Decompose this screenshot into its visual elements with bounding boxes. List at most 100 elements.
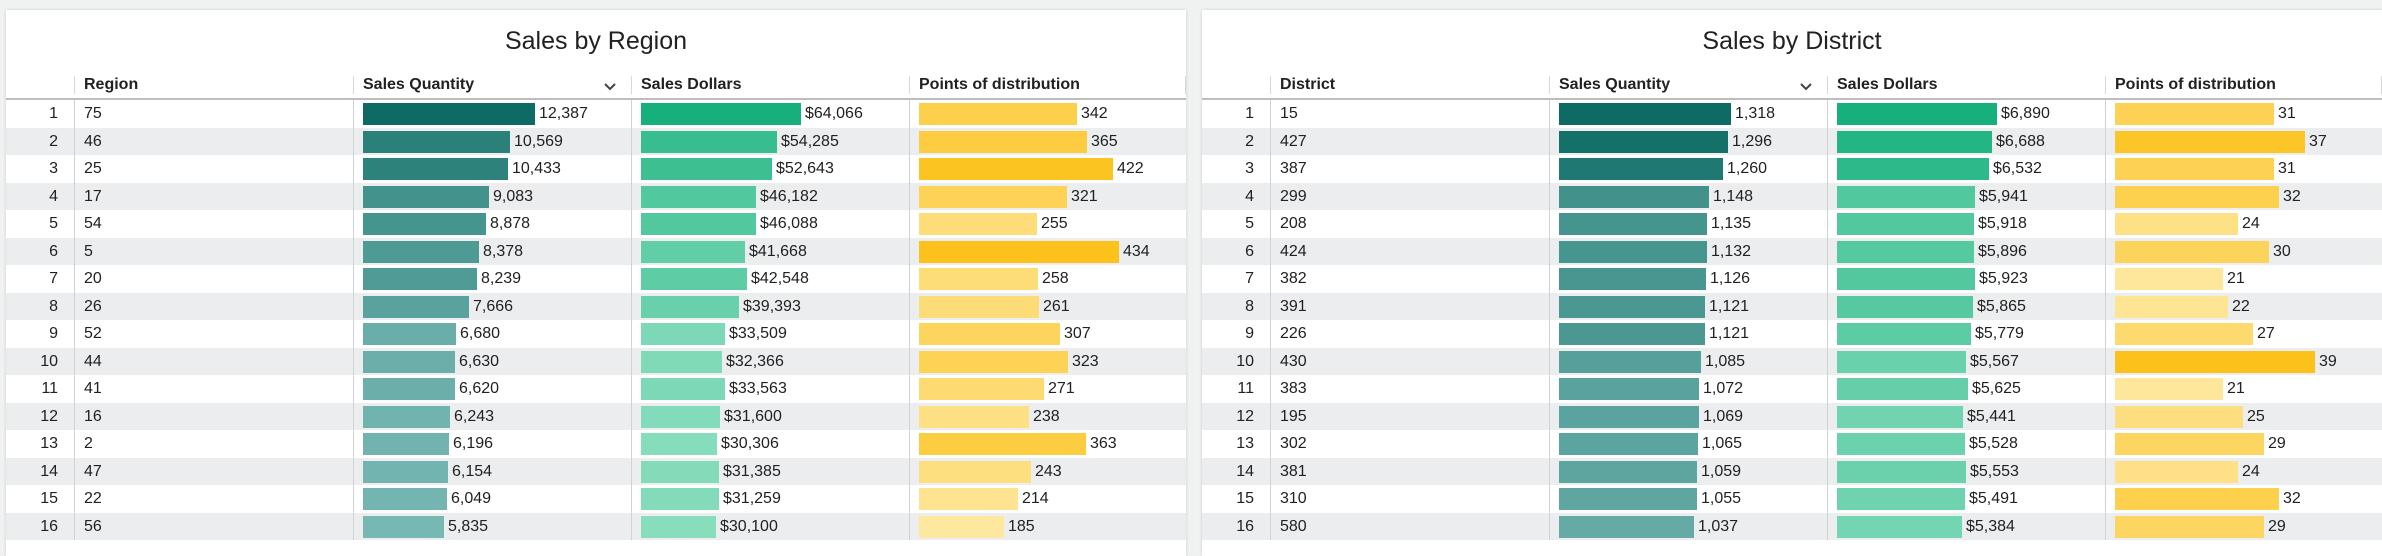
points-of-distribution-bar bbox=[919, 460, 1031, 483]
table-row[interactable]: 14 47 6,154 $31,385 243 bbox=[6, 457, 1186, 485]
points-of-distribution-value: 29 bbox=[2268, 517, 2286, 535]
row-name: 22 bbox=[84, 490, 102, 507]
table-row[interactable]: 13 2 6,196 $30,306 363 bbox=[6, 430, 1186, 458]
sales-quantity-column-header[interactable]: Sales Quantity bbox=[363, 76, 475, 93]
points-of-distribution-column-header[interactable]: Points of distribution bbox=[2115, 76, 2276, 93]
table-row[interactable]: 8 391 1,121 $5,865 22 bbox=[1202, 292, 2382, 320]
sales-quantity-bar bbox=[363, 130, 510, 153]
column-divider bbox=[74, 265, 75, 293]
column-divider bbox=[1827, 182, 1828, 210]
points-of-distribution-bar bbox=[2115, 240, 2269, 263]
table-row[interactable]: 9 226 1,121 $5,779 27 bbox=[1202, 320, 2382, 348]
column-divider bbox=[2105, 210, 2106, 238]
points-of-distribution-value: 185 bbox=[1008, 517, 1035, 535]
column-separator[interactable] bbox=[2105, 76, 2106, 94]
sales-quantity-column-header[interactable]: Sales Quantity bbox=[1559, 76, 1671, 93]
sales-dollars-value: $30,306 bbox=[721, 435, 779, 452]
row-name: 16 bbox=[84, 407, 102, 425]
row-name: 20 bbox=[84, 270, 102, 287]
points-of-distribution-bar bbox=[2115, 460, 2238, 483]
column-divider bbox=[1827, 430, 1828, 458]
points-of-distribution-value: 307 bbox=[1064, 325, 1091, 342]
sales-dollars-column-header[interactable]: Sales Dollars bbox=[1837, 76, 1938, 93]
table-row[interactable]: 12 195 1,069 $5,441 25 bbox=[1202, 402, 2382, 430]
column-divider bbox=[1549, 292, 1550, 320]
column-divider bbox=[1270, 127, 1271, 155]
column-separator[interactable] bbox=[353, 76, 354, 94]
table-row[interactable]: 15 22 6,049 $31,259 214 bbox=[6, 485, 1186, 513]
table-row[interactable]: 3 387 1,260 $6,532 31 bbox=[1202, 155, 2382, 183]
table-row[interactable]: 6 424 1,132 $5,896 30 bbox=[1202, 237, 2382, 265]
sales-quantity-bar bbox=[363, 515, 444, 538]
sales-quantity-bar bbox=[363, 103, 535, 125]
column-divider bbox=[353, 402, 354, 430]
column-divider bbox=[2105, 237, 2106, 265]
table-row[interactable]: 9 52 6,680 $33,509 307 bbox=[6, 320, 1186, 348]
column-separator[interactable] bbox=[1549, 76, 1550, 94]
column-divider bbox=[631, 292, 632, 320]
sales-dollars-bar bbox=[1837, 130, 1992, 153]
table-row[interactable]: 5 208 1,135 $5,918 24 bbox=[1202, 210, 2382, 238]
table-row[interactable]: 14 381 1,059 $5,553 24 bbox=[1202, 457, 2382, 485]
sales-quantity-bar bbox=[1559, 158, 1723, 180]
column-divider bbox=[353, 485, 354, 513]
row-index: 2 bbox=[49, 132, 58, 150]
points-of-distribution-value: 271 bbox=[1048, 380, 1075, 397]
column-separator[interactable] bbox=[1827, 76, 1828, 94]
points-of-distribution-value: 238 bbox=[1033, 407, 1060, 425]
sales-quantity-bar bbox=[363, 240, 479, 263]
table-row[interactable]: 2 427 1,296 $6,688 37 bbox=[1202, 127, 2382, 155]
chevron-down-icon[interactable] bbox=[1799, 80, 1813, 92]
table-row[interactable]: 8 26 7,666 $39,393 261 bbox=[6, 292, 1186, 320]
column-divider bbox=[1827, 402, 1828, 430]
table-row[interactable]: 11 41 6,620 $33,563 271 bbox=[6, 375, 1186, 403]
sales-dollars-column-header[interactable]: Sales Dollars bbox=[641, 76, 742, 93]
sales-quantity-bar bbox=[363, 350, 455, 373]
column-separator[interactable] bbox=[631, 76, 632, 94]
table-row[interactable]: 10 430 1,085 $5,567 39 bbox=[1202, 347, 2382, 375]
table-row[interactable]: 4 17 9,083 $46,182 321 bbox=[6, 182, 1186, 210]
points-of-distribution-column-header[interactable]: Points of distribution bbox=[919, 76, 1080, 93]
table-row[interactable]: 12 16 6,243 $31,600 238 bbox=[6, 402, 1186, 430]
column-separator[interactable] bbox=[909, 76, 910, 94]
column-divider bbox=[909, 292, 910, 320]
sales-dollars-value: $5,567 bbox=[1970, 352, 2019, 370]
row-index: 1 bbox=[49, 105, 58, 122]
table-row[interactable]: 10 44 6,630 $32,366 323 bbox=[6, 347, 1186, 375]
table-row[interactable]: 1 75 12,387 $64,066 342 bbox=[6, 100, 1186, 128]
name-column-header[interactable]: Region bbox=[84, 76, 139, 93]
row-index: 6 bbox=[49, 242, 58, 260]
points-of-distribution-value: 214 bbox=[1022, 490, 1049, 507]
chevron-down-icon[interactable] bbox=[603, 80, 617, 92]
table-row[interactable]: 5 54 8,878 $46,088 255 bbox=[6, 210, 1186, 238]
row-name: 44 bbox=[84, 352, 102, 370]
sales-dollars-bar bbox=[1837, 488, 1965, 510]
column-separator[interactable] bbox=[1185, 76, 1186, 94]
column-divider bbox=[1549, 182, 1550, 210]
row-name: 226 bbox=[1280, 325, 1307, 342]
sales-dollars-bar bbox=[641, 295, 739, 318]
column-divider bbox=[1827, 512, 1828, 540]
table-row[interactable]: 13 302 1,065 $5,528 29 bbox=[1202, 430, 2382, 458]
sales-dollars-value: $54,285 bbox=[781, 132, 839, 150]
table-row[interactable]: 1 15 1,318 $6,890 31 bbox=[1202, 100, 2382, 128]
table-row[interactable]: 3 25 10,433 $52,643 422 bbox=[6, 155, 1186, 183]
points-of-distribution-bar bbox=[2115, 488, 2279, 510]
table-row[interactable]: 7 382 1,126 $5,923 21 bbox=[1202, 265, 2382, 293]
column-divider bbox=[631, 265, 632, 293]
name-column-header[interactable]: District bbox=[1280, 76, 1336, 93]
table-row[interactable]: 11 383 1,072 $5,625 21 bbox=[1202, 375, 2382, 403]
column-divider bbox=[1270, 265, 1271, 293]
table-row[interactable]: 6 5 8,378 $41,668 434 bbox=[6, 237, 1186, 265]
column-divider bbox=[909, 485, 910, 513]
sales-dollars-bar bbox=[1837, 185, 1975, 208]
table-row[interactable]: 16 580 1,037 $5,384 29 bbox=[1202, 512, 2382, 540]
table-row[interactable]: 15 310 1,055 $5,491 32 bbox=[1202, 485, 2382, 513]
table-row[interactable]: 4 299 1,148 $5,941 32 bbox=[1202, 182, 2382, 210]
table-row[interactable]: 7 20 8,239 $42,548 258 bbox=[6, 265, 1186, 293]
table-row[interactable]: 2 46 10,569 $54,285 365 bbox=[6, 127, 1186, 155]
table-row[interactable]: 16 56 5,835 $30,100 185 bbox=[6, 512, 1186, 540]
sales-quantity-value: 1,148 bbox=[1713, 187, 1754, 205]
row-index: 2 bbox=[1245, 132, 1254, 150]
row-name: 56 bbox=[84, 517, 102, 535]
